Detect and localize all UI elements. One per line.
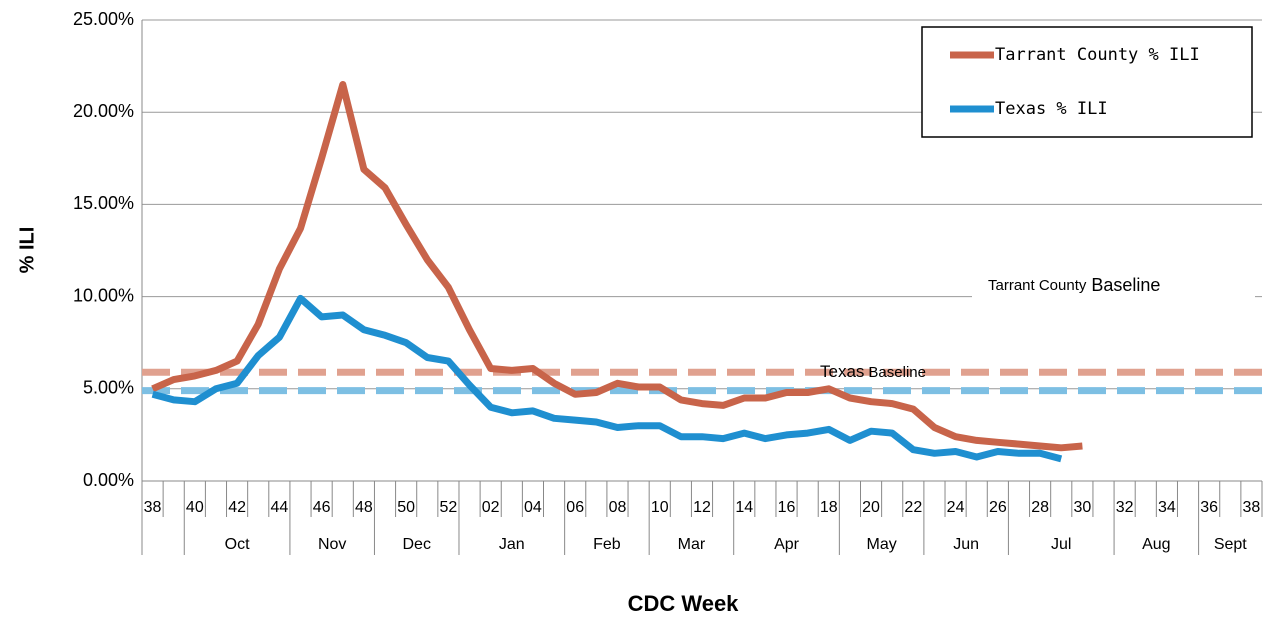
annotation-name: Texas	[820, 362, 864, 381]
x-tick-label: 02	[482, 499, 500, 516]
annotation-name: Tarrant County	[988, 277, 1087, 294]
x-tick-label: 50	[397, 499, 415, 516]
x-tick-label: 42	[228, 499, 246, 516]
y-tick-label: 0.00%	[83, 470, 134, 490]
y-tick-label: 10.00%	[73, 285, 134, 305]
x-tick-label: 44	[270, 499, 288, 516]
legend-label: Tarrant County % ILI	[995, 45, 1200, 65]
month-label: Feb	[593, 536, 621, 553]
x-tick-label: 26	[989, 499, 1007, 516]
x-tick-label: 34	[1158, 499, 1176, 516]
x-tick-label: 36	[1200, 499, 1218, 516]
x-tick-label: 22	[904, 499, 922, 516]
month-label: Sept	[1214, 536, 1247, 553]
x-tick-label: 28	[1031, 499, 1049, 516]
month-label: May	[867, 536, 897, 553]
y-tick-label: 15.00%	[73, 193, 134, 213]
y-tick-label: 25.00%	[73, 9, 134, 29]
month-label: Nov	[318, 536, 346, 553]
legend-label: Texas % ILI	[995, 99, 1108, 119]
month-label: Aug	[1142, 536, 1170, 553]
month-label: Oct	[225, 536, 250, 553]
month-label: Apr	[774, 536, 800, 553]
x-tick-label: 38	[144, 499, 162, 516]
x-tick-label: 04	[524, 499, 542, 516]
x-tick-label: 10	[651, 499, 669, 516]
y-axis-label: % ILI	[16, 227, 38, 274]
y-tick-label: 20.00%	[73, 101, 134, 121]
legend-box	[921, 26, 1253, 138]
x-tick-label: 52	[440, 499, 458, 516]
x-tick-label: 08	[609, 499, 627, 516]
annotation-suffix: Baseline	[1091, 275, 1160, 295]
x-tick-label: 40	[186, 499, 204, 516]
x-tick-label: 32	[1116, 499, 1134, 516]
x-tick-label: 20	[862, 499, 880, 516]
x-tick-label: 46	[313, 499, 331, 516]
x-tick-label: 16	[778, 499, 796, 516]
x-tick-label: 12	[693, 499, 711, 516]
month-label: Mar	[678, 536, 706, 553]
x-tick-label: 30	[1073, 499, 1091, 516]
annotation: Tarrant County Baseline	[988, 275, 1160, 295]
y-tick-label: 5.00%	[83, 378, 134, 398]
month-label: Jul	[1051, 536, 1071, 553]
annotation-suffix: Baseline	[868, 364, 926, 381]
series-line	[151, 294, 1063, 463]
x-tick-label: 18	[820, 499, 838, 516]
series-line	[151, 81, 1083, 452]
month-label: Jun	[953, 536, 979, 553]
x-tick-label: 06	[566, 499, 584, 516]
x-axis-label: CDC Week	[628, 591, 740, 616]
month-label: Jan	[499, 536, 525, 553]
x-tick-label: 38	[1243, 499, 1261, 516]
x-tick-label: 48	[355, 499, 373, 516]
x-tick-label: 14	[735, 499, 753, 516]
month-label: Dec	[402, 536, 430, 553]
x-tick-label: 24	[947, 499, 965, 516]
annotation: Texas Baseline	[820, 362, 926, 381]
